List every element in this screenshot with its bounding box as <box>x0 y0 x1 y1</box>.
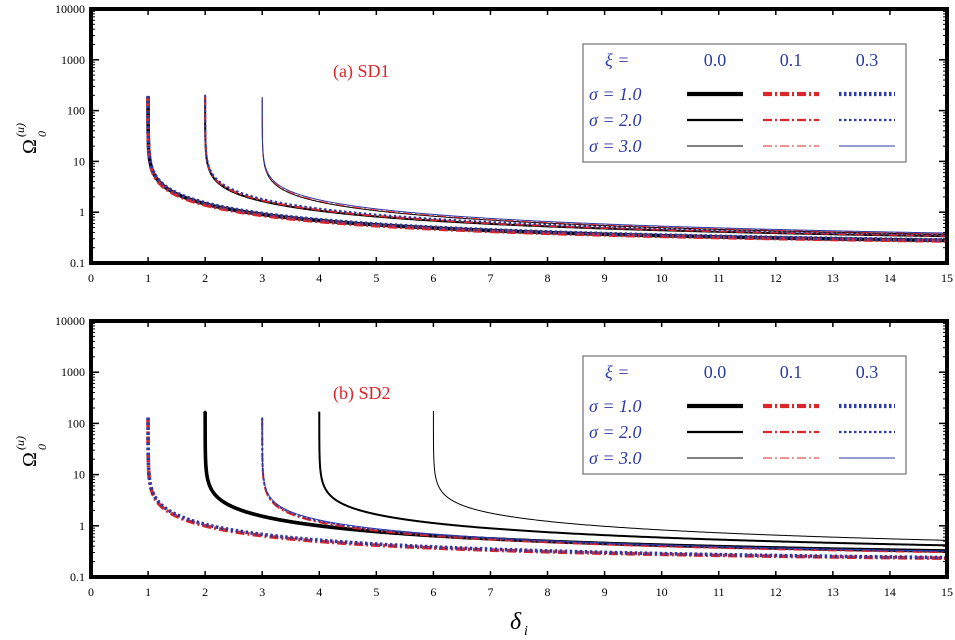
legend-xi-value: 0.1 <box>780 362 803 382</box>
x-tick-label: 7 <box>487 585 493 599</box>
x-tick-label: 6 <box>430 585 436 599</box>
x-tick-label: 9 <box>602 585 608 599</box>
legend-sigma-label: σ = 3.0 <box>589 448 642 468</box>
plot-frame <box>89 319 949 579</box>
series-line-xi-0-sigma-2 <box>318 411 947 547</box>
x-tick-label: 4 <box>316 585 322 599</box>
legend: ξ = 0.0 0.1 0.3 σ = 1.0 σ = 2.0 σ = 3.0 <box>582 43 907 163</box>
x-tick-label: 13 <box>827 585 839 599</box>
legend-sigma-label: σ = 2.0 <box>589 422 642 442</box>
x-tick-label: 10 <box>656 271 668 285</box>
legend-xi-label: ξ = <box>605 362 629 382</box>
series-line-xi-0-sigma-3 <box>432 410 947 541</box>
legend-sigma-label: σ = 3.0 <box>589 136 642 156</box>
x-tick-label: 6 <box>430 271 436 285</box>
legend-xi-value: 0.0 <box>704 362 727 382</box>
panel-title: (a) SD1 <box>333 61 390 82</box>
x-tick-label: 11 <box>713 585 725 599</box>
legend-sigma-label: σ = 1.0 <box>589 84 642 104</box>
y-axis-superscript: (u) <box>13 436 27 450</box>
x-tick-label: 5 <box>373 271 379 285</box>
y-tick-label: 100 <box>67 416 85 430</box>
legend-sigma-label: σ = 1.0 <box>589 396 642 416</box>
x-tick-label: 2 <box>202 271 208 285</box>
y-tick-label: 1 <box>79 519 85 533</box>
legend: ξ = 0.0 0.1 0.3 σ = 1.0 σ = 2.0 σ = 3.0 <box>582 355 907 475</box>
y-tick-label: 10 <box>73 468 85 482</box>
y-tick-label: 10000 <box>55 314 85 328</box>
legend-box <box>582 355 907 475</box>
y-axis-label: Ω 0 (u) <box>13 436 49 467</box>
legend-xi-value: 0.3 <box>856 50 879 70</box>
y-tick-label: 1000 <box>61 53 85 67</box>
series-line-xi-0.3-sigma-1 <box>146 417 947 560</box>
series-line-xi-0.3-sigma-3 <box>261 97 947 234</box>
x-tick-label: 8 <box>545 271 551 285</box>
series-line-xi-0.1-sigma-2 <box>204 96 947 237</box>
y-axis-symbol: Ω <box>19 452 41 467</box>
x-axis-symbol: δ <box>510 609 522 635</box>
x-tick-label: 12 <box>770 585 782 599</box>
x-tick-label: 0 <box>88 585 94 599</box>
y-tick-label: 1000 <box>61 365 85 379</box>
legend-xi-value: 0.1 <box>780 50 803 70</box>
x-tick-label: 11 <box>713 271 725 285</box>
y-axis-symbol: Ω <box>19 139 41 154</box>
x-tick-label: 4 <box>316 271 322 285</box>
series-line-xi-0.3-sigma-2 <box>204 94 947 236</box>
x-tick-label: 1 <box>145 271 151 285</box>
panel-b: 0 1 2 3 4 5 6 7 8 9 10 11 12 13 14 150.1110100100010000… <box>13 314 953 639</box>
series-line-xi-0.1-sigma-3 <box>261 420 947 554</box>
panel-a: 0 1 2 3 4 5 6 7 8 9 10 11 12 13 14 150.1110100100010000… <box>13 2 953 285</box>
series-line-xi-0.1-sigma-2 <box>261 419 947 554</box>
legend-box <box>582 43 907 163</box>
x-tick-label: 15 <box>941 585 953 599</box>
series-line-xi-0.3-sigma-3 <box>261 417 947 552</box>
x-tick-label: 9 <box>602 271 608 285</box>
x-tick-label: 1 <box>145 585 151 599</box>
panel-title: (b) SD2 <box>333 383 391 404</box>
x-tick-label: 15 <box>941 271 953 285</box>
x-tick-label: 12 <box>770 271 782 285</box>
y-axis-superscript: (u) <box>13 123 27 137</box>
legend-xi-label: ξ = <box>605 50 629 70</box>
x-tick-label: 10 <box>656 585 668 599</box>
y-tick-label: 1 <box>79 205 85 219</box>
curves <box>146 94 947 243</box>
legend-xi-value: 0.0 <box>704 50 727 70</box>
x-tick-label: 13 <box>827 271 839 285</box>
legend-xi-value: 0.3 <box>856 362 879 382</box>
y-tick-label: 100 <box>67 104 85 118</box>
x-tick-label: 2 <box>202 585 208 599</box>
x-tick-label: 14 <box>884 271 896 285</box>
series-line-xi-0.1-sigma-1 <box>146 98 947 243</box>
curves <box>146 410 947 561</box>
y-axis-subscript: 0 <box>35 131 49 137</box>
y-tick-label: 10000 <box>55 2 85 16</box>
series-line-xi-0.1-sigma-3 <box>261 98 947 235</box>
y-tick-label: 0.1 <box>70 570 85 584</box>
series-line-xi-0.3-sigma-1 <box>146 95 947 242</box>
x-tick-label: 7 <box>487 271 493 285</box>
x-tick-label: 0 <box>88 271 94 285</box>
legend-sigma-label: σ = 2.0 <box>589 110 642 130</box>
y-tick-label: 10 <box>73 154 85 168</box>
y-axis-subscript: 0 <box>35 444 49 450</box>
x-tick-label: 14 <box>884 585 896 599</box>
x-axis-subscript: i <box>524 624 528 639</box>
plot-frame <box>89 7 949 265</box>
y-tick-label: 0.1 <box>70 256 85 270</box>
y-axis-label: Ω 0 (u) <box>13 123 49 154</box>
series-line-xi-0-sigma-3 <box>261 99 947 235</box>
x-tick-label: 3 <box>259 271 265 285</box>
x-tick-label: 3 <box>259 585 265 599</box>
x-tick-label: 8 <box>545 585 551 599</box>
x-tick-label: 5 <box>373 585 379 599</box>
